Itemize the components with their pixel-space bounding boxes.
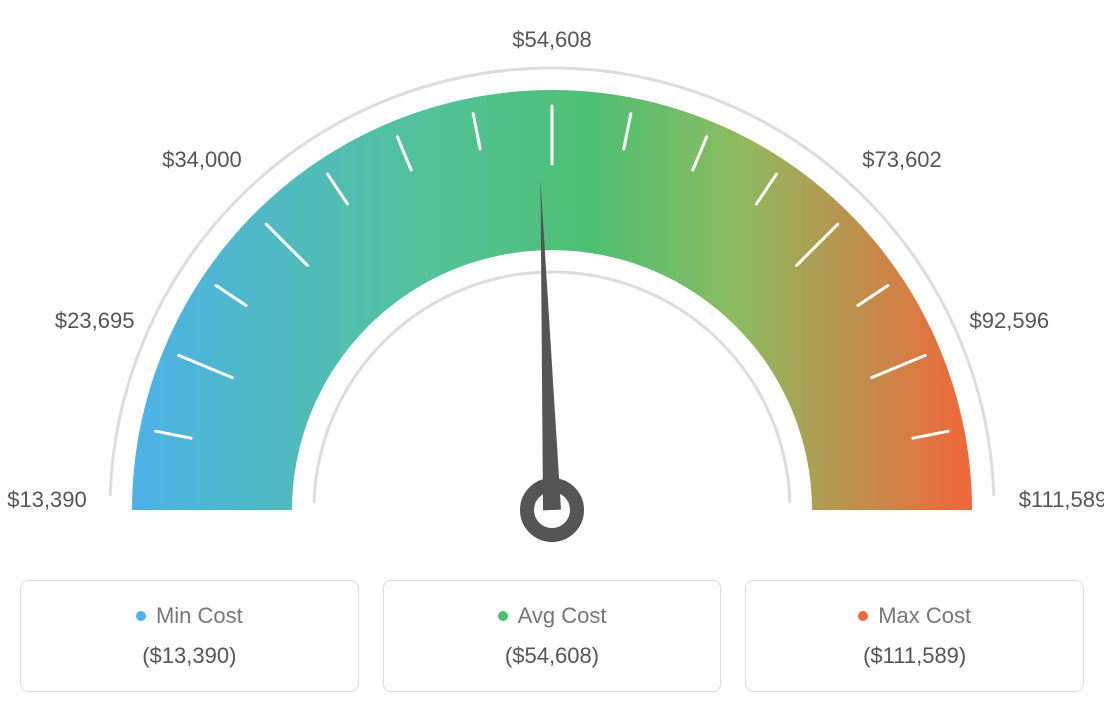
bullet-max-icon: [858, 611, 868, 621]
gauge-tick-label: $92,596: [970, 308, 1050, 334]
gauge-tick-label: $111,589: [1019, 487, 1104, 513]
bullet-avg-icon: [498, 611, 508, 621]
legend-card-min: Min Cost ($13,390): [20, 580, 359, 692]
legend-value-avg: ($54,608): [394, 643, 711, 669]
legend-title-max: Max Cost: [858, 603, 971, 629]
legend-value-min: ($13,390): [31, 643, 348, 669]
legend-value-max: ($111,589): [756, 643, 1073, 669]
legend-title-min: Min Cost: [136, 603, 243, 629]
gauge-svg: [20, 20, 1084, 550]
legend-card-max: Max Cost ($111,589): [745, 580, 1084, 692]
legend-row: Min Cost ($13,390) Avg Cost ($54,608) Ma…: [20, 580, 1084, 692]
legend-label-max: Max Cost: [878, 603, 971, 629]
gauge-tick-label: $23,695: [55, 308, 135, 334]
cost-gauge-chart: $13,390$23,695$34,000$54,608$73,602$92,5…: [20, 20, 1084, 550]
legend-label-avg: Avg Cost: [518, 603, 607, 629]
legend-card-avg: Avg Cost ($54,608): [383, 580, 722, 692]
gauge-tick-label: $13,390: [7, 487, 87, 513]
bullet-min-icon: [136, 611, 146, 621]
gauge-tick-label: $54,608: [512, 27, 592, 53]
legend-title-avg: Avg Cost: [498, 603, 607, 629]
legend-label-min: Min Cost: [156, 603, 243, 629]
gauge-tick-label: $34,000: [162, 147, 242, 173]
gauge-tick-label: $73,602: [862, 147, 942, 173]
